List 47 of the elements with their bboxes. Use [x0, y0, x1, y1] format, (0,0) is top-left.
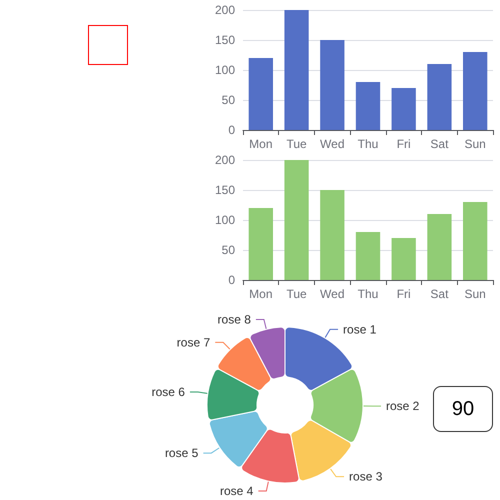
x-tick-label: Fri [396, 287, 411, 301]
x-tick-label: Tue [286, 287, 308, 301]
slice-label: rose 4 [220, 484, 254, 498]
slice-label: rose 6 [152, 385, 186, 400]
bar [392, 238, 416, 280]
bar [463, 52, 488, 130]
x-tick-label: Sun [464, 287, 486, 301]
bar [463, 202, 488, 280]
y-tick-label: 200 [214, 153, 236, 167]
bar [320, 190, 344, 280]
x-tick-label: Fri [396, 137, 411, 151]
y-tick-label: 100 [214, 213, 236, 227]
x-tick-label: Sat [430, 287, 450, 301]
bar [356, 232, 380, 280]
slice-label: rose 1 [343, 322, 377, 336]
x-tick-label: Wed [320, 287, 345, 301]
y-tick-label: 0 [228, 123, 236, 137]
slice-label: rose 3 [349, 470, 383, 484]
y-tick-label: 100 [214, 63, 236, 77]
bar [427, 64, 452, 130]
slice-label: rose 2 [386, 399, 420, 414]
bar [427, 214, 452, 280]
x-tick-label: Mon [249, 287, 273, 301]
y-tick-label: 150 [214, 33, 236, 47]
x-tick-label: Sun [464, 137, 486, 151]
x-tick-label: Wed [320, 137, 345, 151]
x-tick-label: Thu [358, 287, 378, 301]
x-tick-label: Sat [430, 137, 450, 151]
bar [284, 10, 309, 130]
bar [320, 40, 344, 130]
bar [248, 208, 273, 280]
x-tick-label: Tue [286, 137, 308, 151]
bar [248, 58, 273, 130]
slice-label: rose 5 [164, 446, 199, 460]
bar [356, 82, 380, 130]
y-tick-label: 50 [222, 93, 236, 107]
bar [392, 88, 416, 130]
x-tick-label: Mon [249, 137, 273, 151]
slice-label: rose 8 [218, 312, 252, 327]
text: 90 [433, 386, 493, 432]
slice-label: rose 7 [176, 335, 210, 350]
y-tick-label: 50 [222, 243, 236, 257]
y-tick-label: 200 [214, 3, 236, 17]
x-tick-label: Thu [358, 137, 378, 151]
bar [284, 160, 309, 280]
y-tick-label: 150 [214, 183, 236, 197]
y-tick-label: 0 [228, 273, 236, 287]
